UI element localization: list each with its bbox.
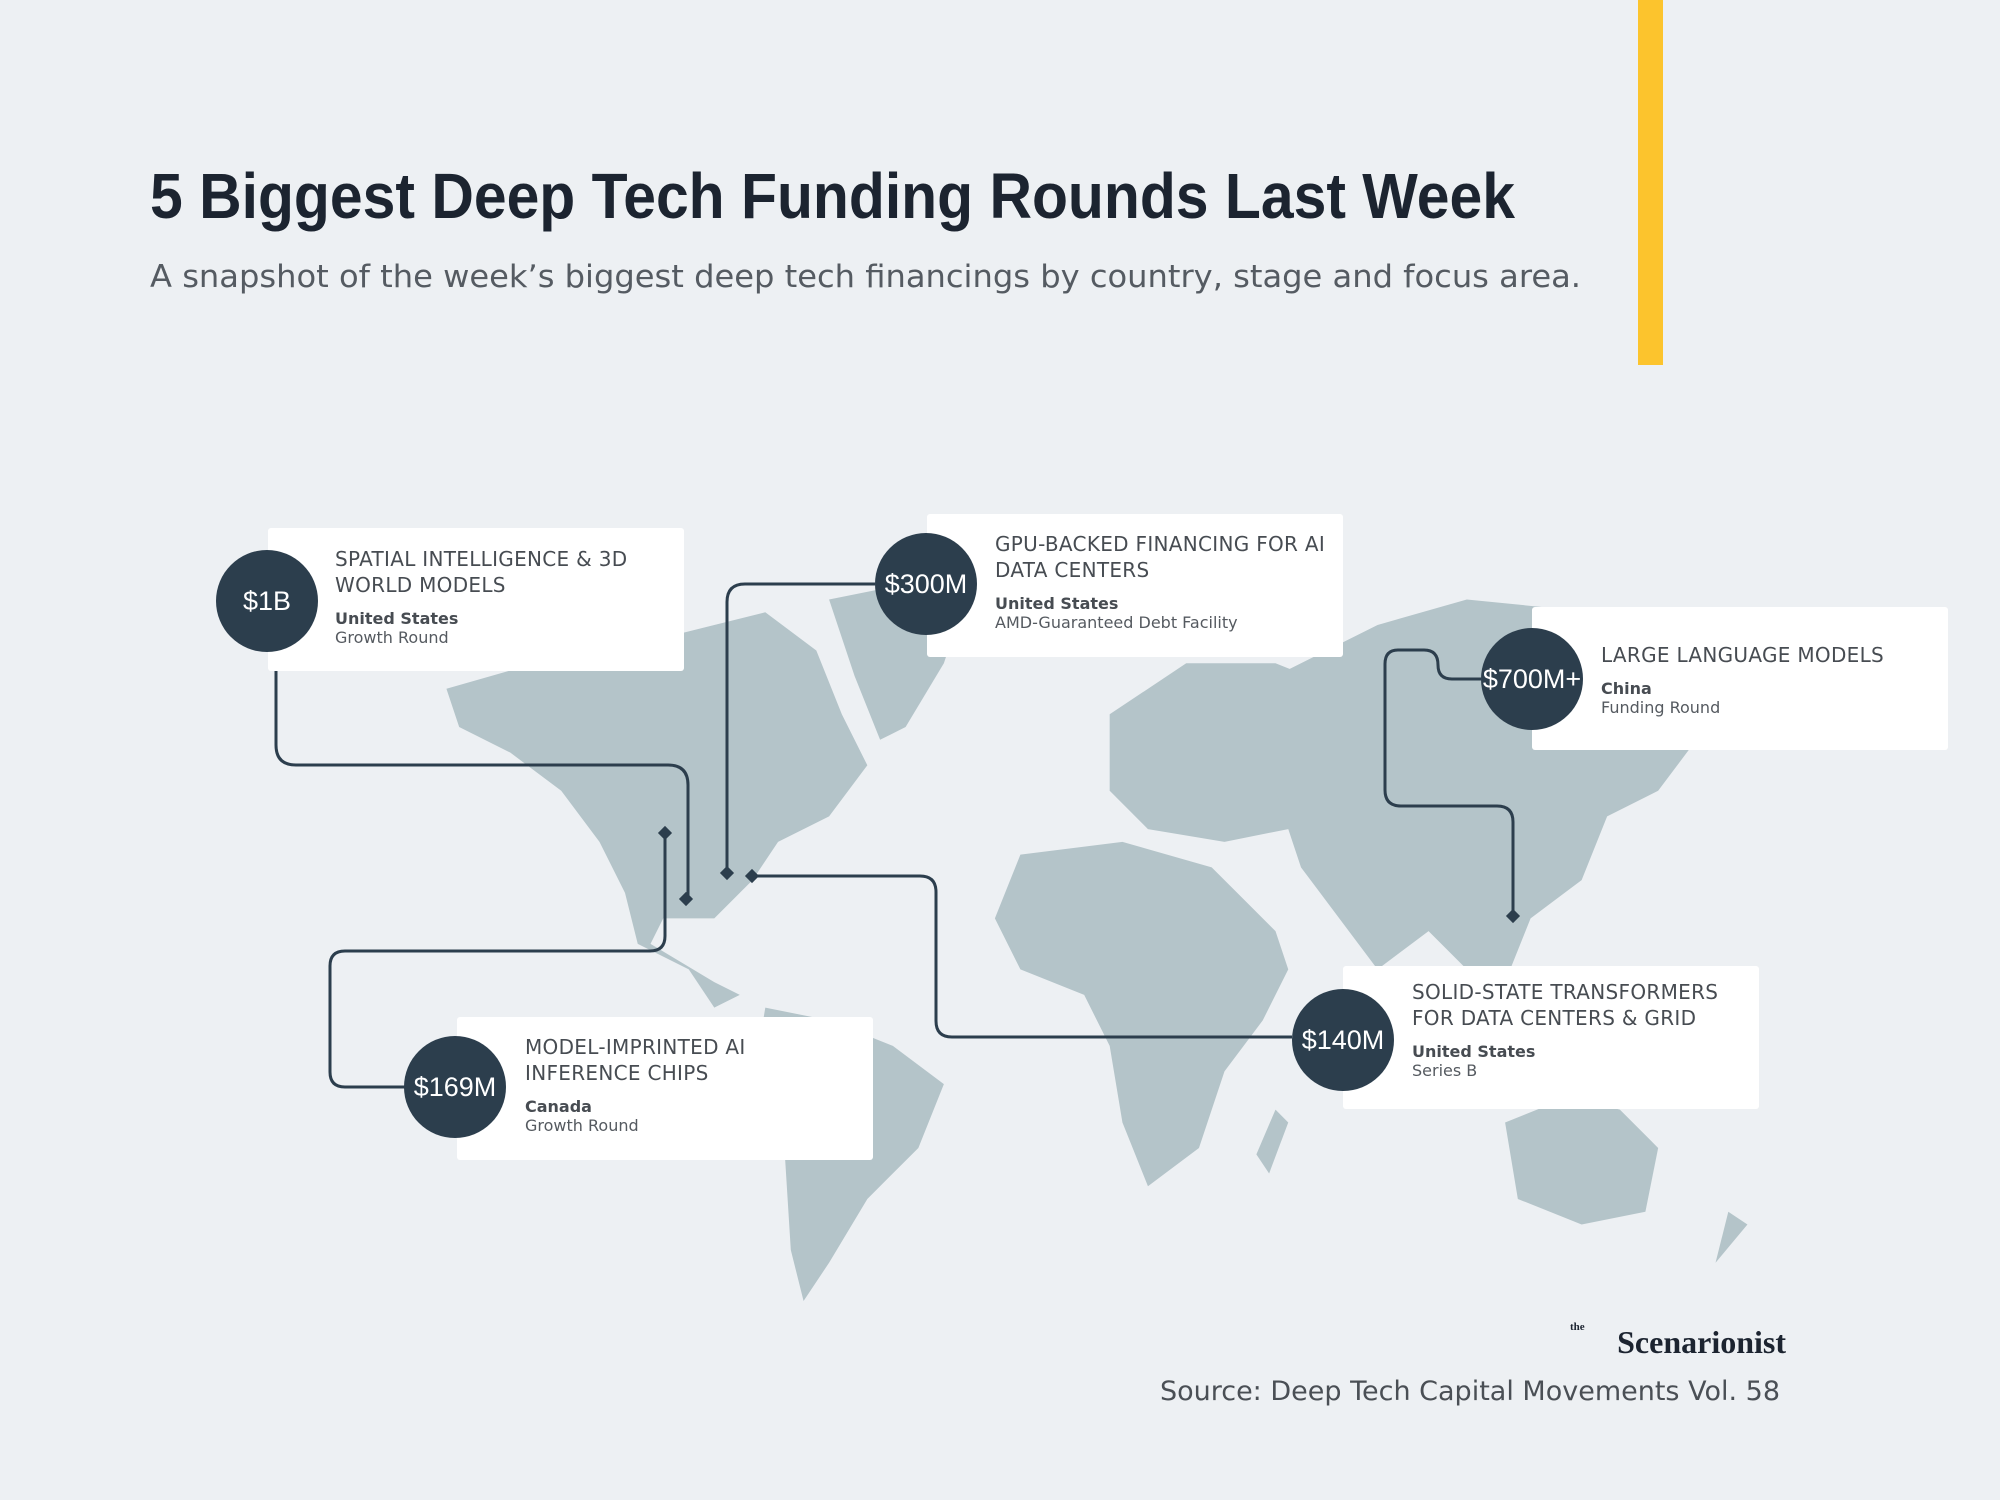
country: United States — [995, 594, 1118, 613]
funding-card: $700M+ LARGE LANGUAGE MODELS ChinaFunding … — [1481, 607, 1948, 750]
amount-badge — [1481, 628, 1583, 730]
subtitle: A snapshot of the week’s biggest deep te… — [150, 259, 1581, 295]
markers — [657, 825, 1521, 924]
focus-area: INFERENCE CHIPS — [525, 1061, 709, 1085]
source: Source: Deep Tech Capital Movements Vol.… — [1160, 1376, 1780, 1407]
brand-name: Scenarionist — [1617, 1324, 1786, 1360]
amount-badge — [216, 550, 318, 652]
stage: Series B — [1412, 1061, 1477, 1080]
stage: Growth Round — [525, 1116, 639, 1135]
country: China — [1601, 679, 1652, 698]
card-box — [1532, 607, 1948, 750]
country: United States — [1412, 1042, 1535, 1061]
focus-area: MODEL-IMPRINTED AI — [525, 1035, 746, 1059]
stage: Growth Round — [335, 628, 449, 647]
amount: $140M — [1302, 1025, 1385, 1055]
title: 5 Biggest Deep Tech Funding Rounds Last … — [150, 160, 1515, 232]
country: Canada — [525, 1097, 592, 1116]
connectors — [274, 582, 1515, 1089]
focus-area: GPU-BACKED FINANCING FOR AI — [995, 532, 1325, 556]
focus-area: SPATIAL INTELLIGENCE & 3D — [335, 547, 627, 571]
accent-bar — [1638, 0, 1663, 365]
amount-badge — [875, 533, 977, 635]
amount: $169M — [414, 1072, 497, 1102]
card-box — [457, 1017, 873, 1160]
card-box — [268, 528, 684, 671]
amount-badge — [404, 1036, 506, 1138]
stage: AMD-Guaranteed Debt Facility — [995, 613, 1238, 632]
focus-area: DATA CENTERS — [995, 558, 1150, 582]
amount: $300M — [885, 569, 968, 599]
card-box — [927, 514, 1343, 657]
country: United States — [335, 609, 458, 628]
focus-area: SOLID-STATE TRANSFORMERS — [1412, 980, 1718, 1004]
amount: $700M+ — [1483, 664, 1581, 694]
focus-area: WORLD MODELS — [335, 573, 506, 597]
brand-prefix: the — [1570, 1321, 1585, 1333]
focus-area: LARGE LANGUAGE MODELS — [1601, 643, 1884, 667]
amount: $1B — [243, 586, 291, 616]
stage: Funding Round — [1601, 698, 1720, 717]
focus-area: FOR DATA CENTERS & GRID — [1412, 1006, 1696, 1030]
amount-badge — [1292, 989, 1394, 1091]
card-box — [1343, 966, 1759, 1109]
